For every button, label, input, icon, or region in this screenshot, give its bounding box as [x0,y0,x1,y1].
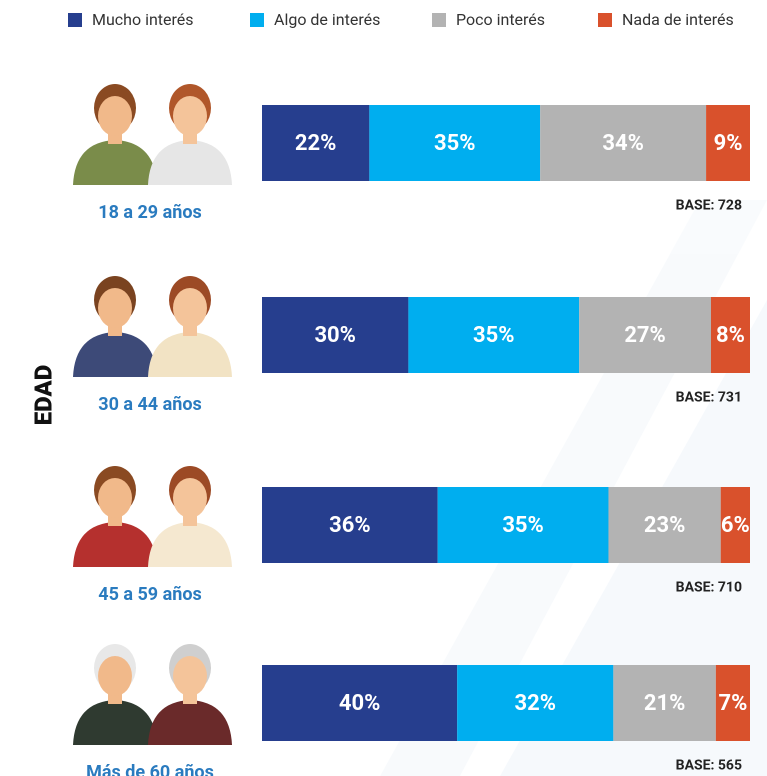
person-body [73,332,157,377]
illustration [73,644,232,745]
base-label: BASE: 710 [676,580,742,596]
base-label: BASE: 731 [676,390,742,406]
illustration [73,276,232,377]
value-label: 35% [434,131,476,156]
person-body [148,332,232,377]
value-label: 6% [721,513,750,538]
axis-label: EDAD [29,365,57,426]
legend-label: Algo de interés [274,10,380,29]
category-label: 30 a 44 años [98,394,202,415]
value-label: 30% [314,323,356,348]
base-label: BASE: 565 [676,758,742,774]
legend-label: Mucho interés [92,10,194,29]
chart: EDAD Mucho interés Algo de interés Poco in… [0,0,767,776]
person-body [73,700,157,745]
person-face [98,478,132,518]
person-face [173,96,207,136]
person-body [73,140,157,185]
legend-swatch [598,13,612,27]
value-label: 36% [329,513,371,538]
value-label: 9% [714,131,743,156]
legend-swatch [250,13,264,27]
value-label: 27% [624,323,666,348]
value-label: 23% [644,513,686,538]
category-label: 18 a 29 años [98,202,202,223]
person-face [173,288,207,328]
legend-swatch [432,13,446,27]
category-label: Más de 60 años [86,762,214,776]
person-body [148,700,232,745]
legend-label: Poco interés [456,10,545,29]
legend-label: Nada de interés [622,10,734,29]
value-label: 32% [515,691,557,716]
category-label: 45 a 59 años [98,584,202,605]
legend-swatch [68,13,82,27]
person-face [98,656,132,696]
person-body [73,522,157,567]
value-label: 7% [718,691,747,716]
value-label: 40% [339,691,381,716]
value-label: 35% [502,513,544,538]
person-body [148,140,232,185]
illustration [73,84,232,185]
person-face [98,96,132,136]
person-face [173,478,207,518]
person-face [98,288,132,328]
person-body [148,522,232,567]
value-label: 35% [473,323,515,348]
value-label: 34% [602,131,644,156]
value-label: 21% [644,691,686,716]
illustration [73,466,232,567]
base-label: BASE: 728 [676,198,742,214]
value-label: 22% [295,131,337,156]
person-face [173,656,207,696]
value-label: 8% [716,323,745,348]
